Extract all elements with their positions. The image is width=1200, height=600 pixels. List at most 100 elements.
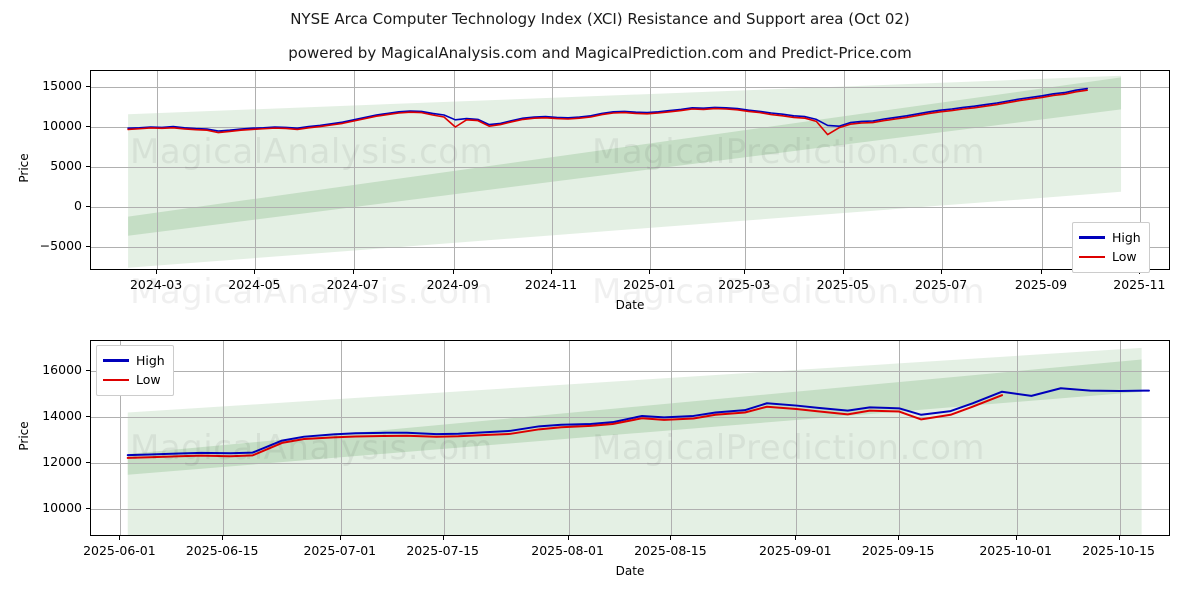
x-tick-mark bbox=[1015, 536, 1017, 540]
series-line-high bbox=[127, 87, 1088, 132]
x-tick-mark bbox=[1118, 536, 1120, 540]
x-tick-mark bbox=[156, 270, 158, 274]
y-tick-label: −5000 bbox=[39, 238, 82, 253]
x-tick-label: 2024-07 bbox=[326, 277, 379, 292]
price-series-group bbox=[126, 387, 1150, 459]
gridline-horizontal bbox=[91, 87, 1169, 88]
gridline-vertical bbox=[796, 341, 798, 535]
gridline-vertical bbox=[843, 71, 845, 269]
top-chart-axes bbox=[90, 70, 1170, 270]
gridline-horizontal bbox=[91, 127, 1169, 128]
legend-label-high: High bbox=[1112, 230, 1141, 245]
gridline-vertical bbox=[120, 341, 122, 535]
legend-entry-low: Low bbox=[103, 370, 165, 389]
gridline-horizontal bbox=[91, 463, 1169, 465]
x-tick-mark bbox=[352, 270, 354, 274]
top-chart-x-axis-label: Date bbox=[615, 298, 645, 312]
gridline-vertical bbox=[552, 71, 553, 269]
bottom-chart-axes bbox=[90, 340, 1170, 536]
series-line-high bbox=[126, 387, 1150, 457]
series-line-low bbox=[127, 89, 1088, 136]
gridline-horizontal bbox=[91, 509, 1169, 511]
x-tick-label: 2025-06-01 bbox=[83, 543, 156, 558]
legend-label-high: High bbox=[136, 353, 165, 368]
bottom-chart-x-axis-label: Date bbox=[615, 564, 645, 578]
x-tick-mark bbox=[567, 536, 569, 540]
y-tick-mark bbox=[86, 462, 90, 464]
legend-entry-high: High bbox=[103, 351, 165, 370]
x-tick-label: 2025-05 bbox=[816, 277, 869, 292]
x-tick-mark bbox=[649, 270, 651, 274]
bottom-chart-plot-area bbox=[91, 341, 1169, 535]
x-tick-label: 2025-09 bbox=[1014, 277, 1068, 292]
x-tick-mark bbox=[744, 270, 746, 274]
gridline-horizontal bbox=[91, 247, 1169, 248]
x-tick-mark bbox=[442, 536, 444, 540]
top-chart-legend: High Low bbox=[1072, 222, 1150, 273]
gridline-vertical bbox=[443, 341, 445, 535]
gridline-horizontal bbox=[91, 207, 1169, 208]
x-tick-mark bbox=[551, 270, 552, 274]
gridline-vertical bbox=[255, 71, 257, 269]
x-tick-label: 2025-06-15 bbox=[185, 543, 259, 558]
x-tick-label: 2025-07-01 bbox=[303, 543, 377, 558]
x-tick-mark bbox=[670, 536, 672, 540]
top-chart-plot-area bbox=[91, 71, 1169, 269]
legend-entry-low: Low bbox=[1079, 247, 1141, 266]
x-tick-mark bbox=[339, 536, 341, 540]
y-tick-label: 10000 bbox=[42, 118, 82, 133]
gridline-vertical bbox=[223, 341, 225, 535]
gridline-vertical bbox=[1140, 71, 1142, 269]
y-tick-mark bbox=[86, 246, 90, 247]
x-tick-label: 2025-11 bbox=[1113, 277, 1166, 292]
x-tick-label: 2024-09 bbox=[426, 277, 479, 292]
legend-swatch-low bbox=[1079, 255, 1105, 259]
y-tick-mark bbox=[86, 166, 90, 167]
x-tick-label: 2025-09-15 bbox=[861, 543, 935, 558]
y-tick-label: 10000 bbox=[42, 500, 82, 516]
x-tick-mark bbox=[452, 270, 454, 274]
y-tick-label: 0 bbox=[74, 198, 82, 213]
gridline-vertical bbox=[453, 71, 455, 269]
x-tick-mark bbox=[898, 536, 900, 540]
y-tick-label: 12000 bbox=[42, 454, 82, 470]
y-tick-mark bbox=[86, 370, 90, 371]
gridline-vertical bbox=[671, 341, 673, 535]
legend-swatch-low bbox=[103, 378, 129, 382]
gridline-vertical bbox=[1119, 341, 1121, 535]
wide-support-resistance-band bbox=[128, 75, 1122, 268]
y-tick-mark bbox=[86, 508, 90, 510]
x-tick-label: 2025-07-15 bbox=[406, 543, 480, 558]
wide-support-resistance-band bbox=[127, 347, 1142, 535]
x-tick-mark bbox=[842, 270, 844, 274]
y-tick-mark bbox=[86, 416, 90, 418]
y-tick-label: 16000 bbox=[42, 362, 82, 377]
x-tick-mark bbox=[1041, 270, 1042, 274]
gridline-horizontal bbox=[91, 371, 1169, 372]
y-tick-label: 14000 bbox=[42, 408, 82, 424]
legend-swatch-high bbox=[103, 359, 129, 362]
x-tick-mark bbox=[119, 536, 121, 540]
narrow-support-resistance-band bbox=[128, 77, 1122, 236]
x-tick-label: 2025-01 bbox=[623, 277, 676, 292]
y-tick-label: 5000 bbox=[50, 158, 82, 173]
x-tick-label: 2024-11 bbox=[524, 277, 578, 292]
chart-title: NYSE Arca Computer Technology Index (XCI… bbox=[290, 10, 910, 28]
gridline-vertical bbox=[568, 341, 570, 535]
gridline-vertical bbox=[353, 71, 355, 269]
gridline-vertical bbox=[650, 71, 652, 269]
x-tick-label: 2025-10-15 bbox=[1082, 543, 1155, 558]
price-series-group bbox=[127, 87, 1088, 136]
gridline-vertical bbox=[899, 341, 901, 535]
gridline-vertical bbox=[1042, 71, 1043, 269]
legend-entry-high: High bbox=[1079, 228, 1141, 247]
legend-label-low: Low bbox=[136, 372, 161, 388]
x-tick-mark bbox=[254, 270, 256, 274]
y-tick-label: 15000 bbox=[42, 78, 82, 93]
y-tick-mark bbox=[86, 206, 90, 207]
y-tick-mark bbox=[86, 86, 90, 87]
x-tick-mark bbox=[222, 536, 224, 540]
gridline-vertical bbox=[745, 71, 747, 269]
series-line-low bbox=[126, 394, 1004, 459]
legend-swatch-high bbox=[1079, 236, 1105, 239]
